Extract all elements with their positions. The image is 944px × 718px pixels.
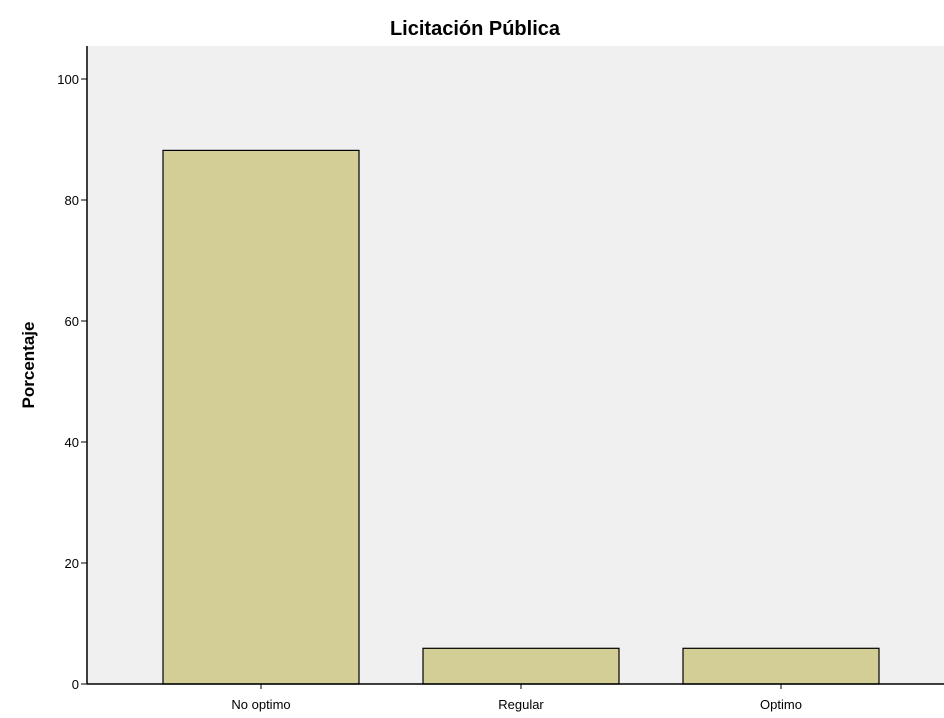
x-tick-label: No optimo xyxy=(231,697,290,712)
x-tick-label: Optimo xyxy=(760,697,802,712)
y-tick-label: 0 xyxy=(72,677,79,692)
y-tick-label: 60 xyxy=(65,314,79,329)
y-tick-label: 40 xyxy=(65,435,79,450)
y-tick-label: 20 xyxy=(65,556,79,571)
x-tick-label: Regular xyxy=(498,697,544,712)
y-axis-label: Porcentaje xyxy=(19,322,38,409)
y-tick-label: 100 xyxy=(57,72,79,87)
bar-no-optimo xyxy=(162,149,360,685)
y-axis-ticks: 0 20 40 60 80 100 xyxy=(57,72,87,692)
bar-regular xyxy=(422,647,620,685)
y-tick-label: 80 xyxy=(65,193,79,208)
bar-optimo xyxy=(682,647,880,685)
bars-group xyxy=(162,149,880,685)
x-axis-ticks: No optimo Regular Optimo xyxy=(231,684,802,712)
chart-title: Licitación Pública xyxy=(390,18,561,40)
